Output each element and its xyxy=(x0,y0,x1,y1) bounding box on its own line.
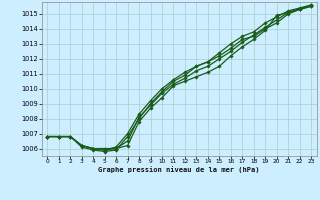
X-axis label: Graphe pression niveau de la mer (hPa): Graphe pression niveau de la mer (hPa) xyxy=(99,166,260,173)
